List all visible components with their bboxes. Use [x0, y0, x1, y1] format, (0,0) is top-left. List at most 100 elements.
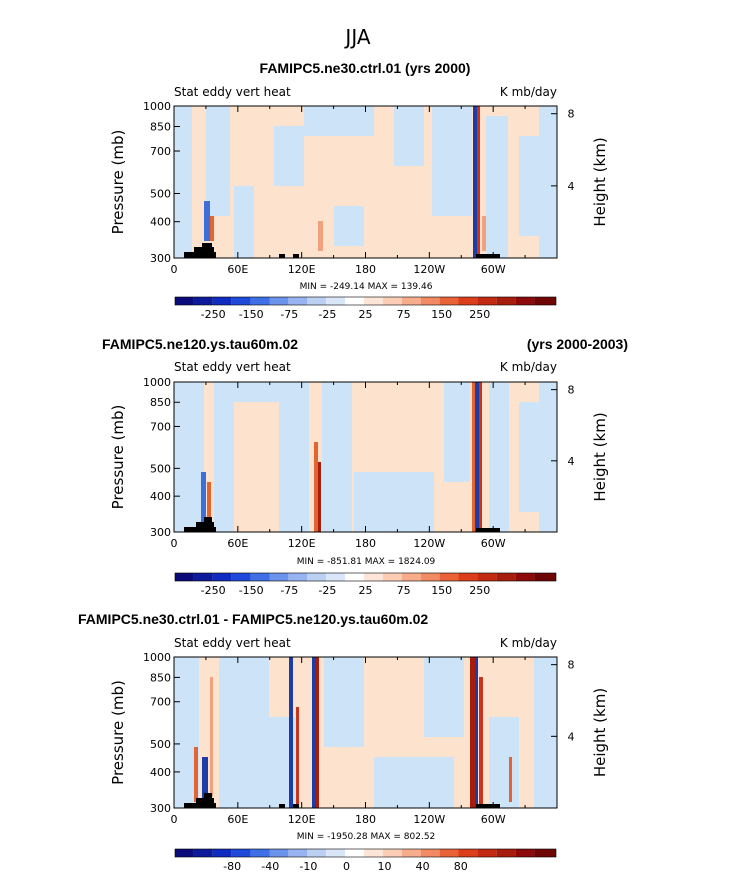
panel-1-colorbar-cell	[231, 297, 251, 305]
panel-2-left-label: Stat eddy vert heat	[174, 360, 291, 374]
panel-3-topography-block	[204, 793, 212, 799]
panel-3-band	[534, 657, 557, 808]
panel-2-colorbar-cell	[175, 573, 194, 581]
panel-3-band	[316, 657, 319, 808]
panel-3-x-tick-label: 60W	[481, 813, 506, 826]
panel-2-x-tick-label: 120E	[288, 537, 316, 550]
panel-2-plot-area	[173, 381, 558, 533]
panel-1-y-tick-label: 700	[150, 145, 171, 158]
panel-1-ylabel: Pressure (mb)	[109, 130, 127, 235]
panel-2-topography-block	[204, 517, 212, 523]
panel-3-colorbar-cell	[250, 849, 270, 857]
panel-3: FAMIPC5.ne30.ctrl.01 - FAMIPC5.ne120.ys.…	[78, 611, 558, 858]
panel-1-colorbar-cell	[477, 297, 497, 305]
panel-1-topography-block	[293, 254, 299, 258]
panel-1-band	[204, 201, 210, 241]
panel-2: FAMIPC5.ne120.ys.tau60m.02 (yrs 2000-200…	[102, 336, 628, 582]
panel-2-band	[475, 382, 479, 532]
panel-1-y2label: Height (km)	[591, 137, 609, 226]
panel-3-band	[509, 757, 512, 802]
panel-3-band	[296, 707, 299, 807]
panel-2-x-tick-label: 0	[171, 537, 178, 550]
panel-1-band	[174, 106, 192, 258]
panel-1-colorbar-cell	[193, 297, 213, 305]
panel-3-axes: 0 60E 120E 180 120W 60W300400500700850100084P…	[109, 651, 609, 873]
panel-1-band	[432, 106, 472, 216]
panel-2-band	[279, 382, 309, 532]
panel-3-topography	[184, 793, 500, 808]
panel-2-band	[444, 382, 470, 482]
panel-2-topography-block	[184, 527, 216, 532]
panel-2-title-right: (yrs 2000-2003)	[527, 336, 628, 352]
panel-2-colorbar-cell	[534, 573, 556, 581]
panel-3-colorbar-cell	[212, 849, 232, 857]
panel-3-colorbar-label: -80	[223, 860, 241, 873]
panel-1-band	[473, 106, 477, 258]
panel-2-colorbar-cell	[193, 573, 213, 581]
panel-1-colorbar-label: 25	[359, 308, 373, 321]
panel-3-topography-block	[476, 804, 500, 808]
panel-2-colorbar-cell	[269, 573, 289, 581]
panel-3-colorbar-cell	[439, 849, 459, 857]
panel-2-colorbar-cell	[288, 573, 308, 581]
panel-1-colorbar-cell	[458, 297, 478, 305]
panel-1-colorbar-cell	[439, 297, 459, 305]
panel-1-topography-block	[279, 254, 285, 258]
panel-2-ylabel: Pressure (mb)	[109, 405, 127, 510]
panel-2-colorbar-label: 75	[397, 584, 411, 597]
panel-2-colorbar-cell	[420, 573, 440, 581]
panel-3-ylabel: Pressure (mb)	[109, 680, 127, 785]
panel-3-band	[475, 657, 478, 808]
panel-1-band	[234, 186, 254, 258]
panel-2-x-tick-label: 180	[355, 537, 376, 550]
panel-1-y2-tick-label: 8	[568, 108, 575, 121]
panel-1-band	[304, 106, 374, 136]
panel-1-colorbar-cell	[212, 297, 232, 305]
panel-2-band	[479, 382, 482, 532]
panel-1-colorbar-cell	[496, 297, 516, 305]
panel-1-topography-block	[194, 247, 214, 253]
panel-1-colorbar-cell	[515, 297, 535, 305]
panel-1: FAMIPC5.ne30.ctrl.01 (yrs 2000) Stat edd…	[173, 60, 558, 306]
panel-2-colorbar-cell	[439, 573, 459, 581]
panel-3-band	[424, 657, 464, 737]
panel-1-colorbar-label: -250	[201, 308, 226, 321]
panel-2-band	[318, 462, 321, 532]
panel-3-band	[269, 717, 299, 808]
panel-2-y2-tick-label: 4	[568, 455, 575, 468]
panel-3-topography-block	[184, 803, 216, 808]
panel-2-colorbar-label: -250	[201, 584, 226, 597]
panel-2-x-tick-label: 60W	[481, 537, 506, 550]
panel-1-x-tick-label: 180	[355, 263, 376, 276]
panel-1-x-tick-label: 120W	[413, 263, 445, 276]
panel-1-colorbar-label: 75	[397, 308, 411, 321]
panel-1-x-tick-label: 120E	[288, 263, 316, 276]
panel-3-colorbar-cell	[401, 849, 421, 857]
panel-2-colorbar-cell	[307, 573, 327, 581]
panel-2-y-tick-label: 1000	[143, 376, 171, 389]
panel-2-colorbar-cell	[326, 573, 346, 581]
panel-3-colorbar-label: -10	[299, 860, 317, 873]
panel-3-y-tick-label: 1000	[143, 651, 171, 664]
panel-2-colorbar-cell	[231, 573, 251, 581]
panel-1-right-label: K mb/day	[500, 85, 557, 99]
panel-1-colorbar-label: -25	[318, 308, 336, 321]
panel-2-colorbar-frame	[174, 572, 557, 582]
panel-2-colorbar-label: 25	[359, 584, 373, 597]
panel-1-colorbar-cell	[250, 297, 270, 305]
panel-3-band	[202, 757, 208, 802]
panel-1-colorbar-label: -150	[239, 308, 264, 321]
panel-3-x-tick-label: 0	[171, 813, 178, 826]
panel-2-topography-block	[476, 528, 500, 532]
panel-3-colorbar-cell	[288, 849, 308, 857]
panel-3-y-tick-label: 300	[150, 802, 171, 815]
panel-2-y-tick-label: 850	[150, 396, 171, 409]
panel-2-y-tick-label: 300	[150, 526, 171, 539]
panel-3-colorbar-cell	[307, 849, 327, 857]
panel-2-colorbar-cell	[458, 573, 478, 581]
panel-3-colorbar-cell	[477, 849, 497, 857]
panel-1-y-tick-label: 300	[150, 252, 171, 265]
panel-2-colorbar-cell	[250, 573, 270, 581]
panel-3-colorbar-cell	[345, 849, 364, 857]
